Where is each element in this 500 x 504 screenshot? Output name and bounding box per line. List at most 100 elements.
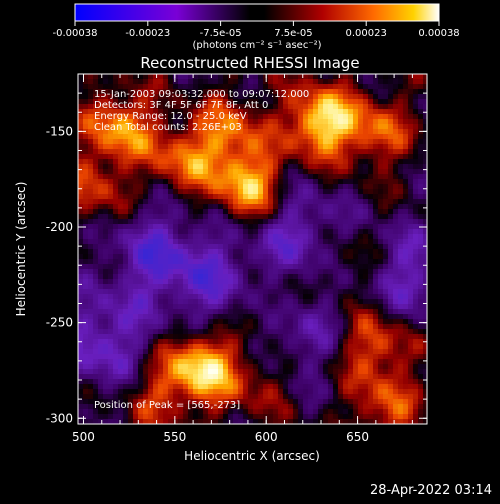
heatmap-cell xyxy=(298,274,304,280)
heatmap-cell xyxy=(288,354,294,360)
heatmap-cell xyxy=(208,199,214,205)
heatmap-cell xyxy=(308,229,314,235)
heatmap-cell xyxy=(353,344,359,350)
heatmap-cell xyxy=(273,299,279,305)
heatmap-cell xyxy=(208,159,214,165)
heatmap-cell xyxy=(358,99,364,105)
heatmap-cell xyxy=(173,369,179,375)
heatmap-cell xyxy=(208,304,214,310)
heatmap-cell xyxy=(358,219,364,225)
heatmap-cell xyxy=(263,214,269,220)
heatmap-cell xyxy=(283,234,289,240)
heatmap-cell xyxy=(203,229,209,235)
heatmap-cell xyxy=(223,239,229,245)
heatmap-cell xyxy=(303,254,309,260)
heatmap-cell xyxy=(353,389,359,395)
heatmap-cell xyxy=(223,209,229,215)
heatmap-cell xyxy=(323,194,329,200)
heatmap-cell xyxy=(313,234,319,240)
heatmap-cell xyxy=(148,164,154,170)
heatmap-cell xyxy=(328,164,334,170)
heatmap-cell xyxy=(378,404,384,410)
heatmap-cell xyxy=(288,294,294,300)
heatmap-cell xyxy=(328,279,334,285)
heatmap-cell xyxy=(413,144,419,150)
heatmap-cell xyxy=(223,304,229,310)
heatmap-cell xyxy=(103,204,109,210)
heatmap-cell xyxy=(253,414,259,420)
heatmap-cell xyxy=(413,324,419,330)
heatmap-cell xyxy=(303,144,309,150)
heatmap-cell xyxy=(108,249,114,255)
heatmap-cell xyxy=(143,144,149,150)
heatmap-cell xyxy=(133,319,139,325)
heatmap-cell xyxy=(108,189,114,195)
heatmap-cell xyxy=(83,229,89,235)
heatmap-cell xyxy=(288,249,294,255)
heatmap-cell xyxy=(373,239,379,245)
heatmap-cell xyxy=(303,179,309,185)
heatmap-cell xyxy=(163,304,169,310)
heatmap-cell xyxy=(268,139,274,145)
heatmap-cell xyxy=(173,194,179,200)
heatmap-cell xyxy=(183,219,189,225)
heatmap-cell xyxy=(328,154,334,160)
heatmap-cell xyxy=(238,319,244,325)
heatmap-cell xyxy=(323,94,329,100)
heatmap-cell xyxy=(148,244,154,250)
heatmap-cell xyxy=(333,129,339,135)
heatmap-cell xyxy=(123,139,129,145)
heatmap-cell xyxy=(158,189,164,195)
heatmap-cell xyxy=(363,289,369,295)
heatmap-cell xyxy=(333,399,339,405)
heatmap-cell xyxy=(113,394,119,400)
heatmap-cell xyxy=(378,119,384,125)
heatmap-cell xyxy=(303,414,309,420)
heatmap-cell xyxy=(368,174,374,180)
heatmap-cell xyxy=(208,204,214,210)
heatmap-cell xyxy=(128,204,134,210)
heatmap-cell xyxy=(268,369,274,375)
heatmap-cell xyxy=(208,289,214,295)
heatmap-cell xyxy=(393,284,399,290)
heatmap-cell xyxy=(318,129,324,135)
heatmap-cell xyxy=(88,139,94,145)
heatmap-cell xyxy=(403,84,409,90)
heatmap-cell xyxy=(213,199,219,205)
heatmap-cell xyxy=(343,369,349,375)
heatmap-cell xyxy=(173,239,179,245)
heatmap-cell xyxy=(283,354,289,360)
heatmap-cell xyxy=(213,269,219,275)
heatmap-cell xyxy=(383,79,389,85)
heatmap-cell xyxy=(113,339,119,345)
heatmap-cell xyxy=(128,284,134,290)
heatmap-cell xyxy=(183,334,189,340)
heatmap-cell xyxy=(208,394,214,400)
heatmap-cell xyxy=(423,374,429,380)
heatmap-cell xyxy=(193,139,199,145)
heatmap-cell xyxy=(403,74,409,80)
heatmap-cell xyxy=(188,179,194,185)
heatmap-cell xyxy=(323,164,329,170)
heatmap-cell xyxy=(163,334,169,340)
heatmap-cell xyxy=(113,309,119,315)
heatmap-cell xyxy=(363,199,369,205)
heatmap-cell xyxy=(283,304,289,310)
heatmap-cell xyxy=(403,319,409,325)
heatmap-cell xyxy=(233,249,239,255)
heatmap-cell xyxy=(233,179,239,185)
heatmap-cell xyxy=(363,359,369,365)
heatmap-cell xyxy=(213,219,219,225)
heatmap-cell xyxy=(328,104,334,110)
heatmap-cell xyxy=(248,284,254,290)
heatmap-cell xyxy=(268,384,274,390)
heatmap-cell xyxy=(418,94,424,100)
heatmap-cell xyxy=(78,99,84,105)
heatmap-cell xyxy=(413,189,419,195)
heatmap-cell xyxy=(288,164,294,170)
heatmap-cell xyxy=(188,209,194,215)
heatmap-cell xyxy=(78,209,84,215)
heatmap-cell xyxy=(308,79,314,85)
heatmap-cell xyxy=(213,234,219,240)
heatmap-cell xyxy=(333,139,339,145)
